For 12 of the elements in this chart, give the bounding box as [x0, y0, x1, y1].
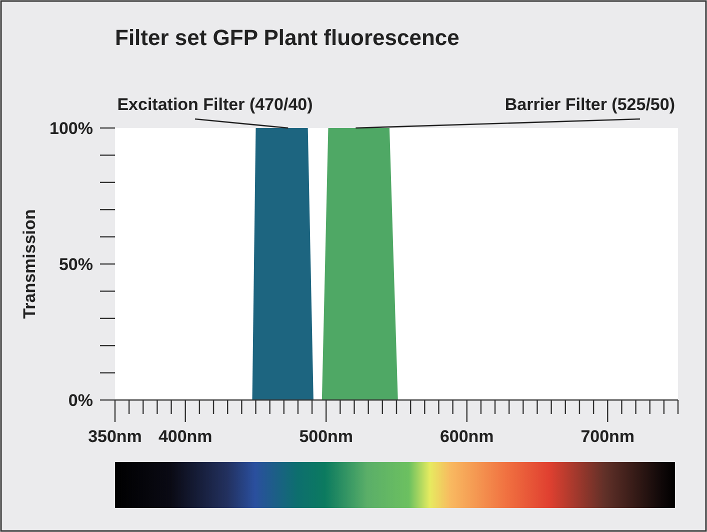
y-tick-label: 100%	[50, 118, 93, 138]
x-tick-label: 600nm	[440, 427, 494, 446]
annotation: Barrier Filter (525/50)	[504, 95, 675, 114]
x-tick-label: 400nm	[158, 427, 212, 446]
annotation: Excitation Filter (470/40)	[117, 95, 313, 114]
y-axis-title: Transmission	[20, 209, 39, 319]
chart-title: Filter set GFP Plant fluorescence	[115, 25, 460, 50]
x-tick-label: 500nm	[299, 427, 354, 446]
x-tick-label: 350nm	[88, 427, 142, 446]
y-tick-label: 50%	[58, 254, 93, 274]
y-tick-label: 0%	[68, 390, 93, 410]
x-tick-label: 700nm	[580, 427, 635, 446]
